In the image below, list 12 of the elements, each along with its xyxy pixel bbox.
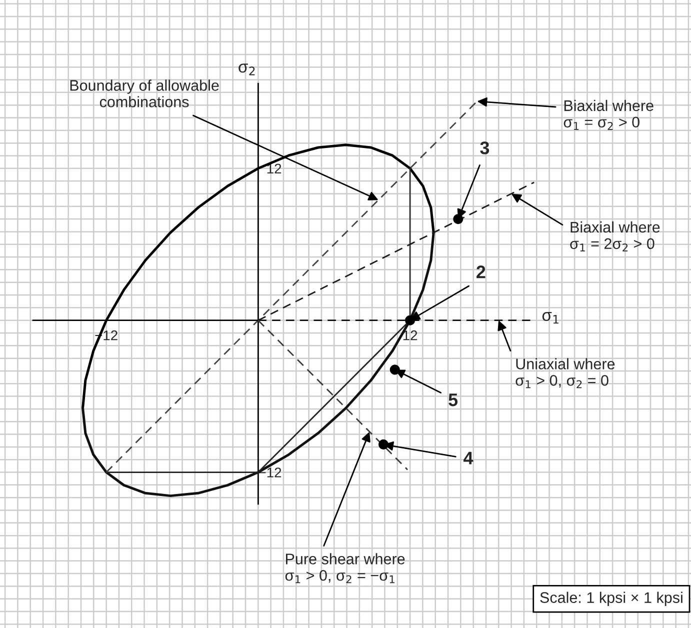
annotation: Pure shear where σ$_{1}$ > 0, σ$_{2}$ = −σ$_{1}$: [285, 553, 405, 584]
annotation: Scale: 1 kpsi × 1 kpsi: [540, 592, 682, 606]
annotation: 3: [480, 141, 490, 154]
annotation: 4: [464, 452, 474, 464]
annotation: Biaxial where σ$_{1}$ = σ$_{2}$ > 0: [564, 100, 654, 130]
annotation: Boundary of allowable combinations: [70, 80, 219, 108]
y-axis-title: σ$_{2}$: [238, 64, 255, 76]
x-axis-title: σ$_{1}$: [542, 312, 558, 324]
annotation: Biaxial where σ$_{1}$ = 2σ$_{2}$ > 0: [570, 221, 660, 252]
annotation: Uniaxial where σ$_{1}$ > 0, σ$_{2}$ = 0: [516, 358, 615, 388]
annotation: 2: [476, 266, 486, 278]
annotation: 5: [448, 394, 458, 406]
